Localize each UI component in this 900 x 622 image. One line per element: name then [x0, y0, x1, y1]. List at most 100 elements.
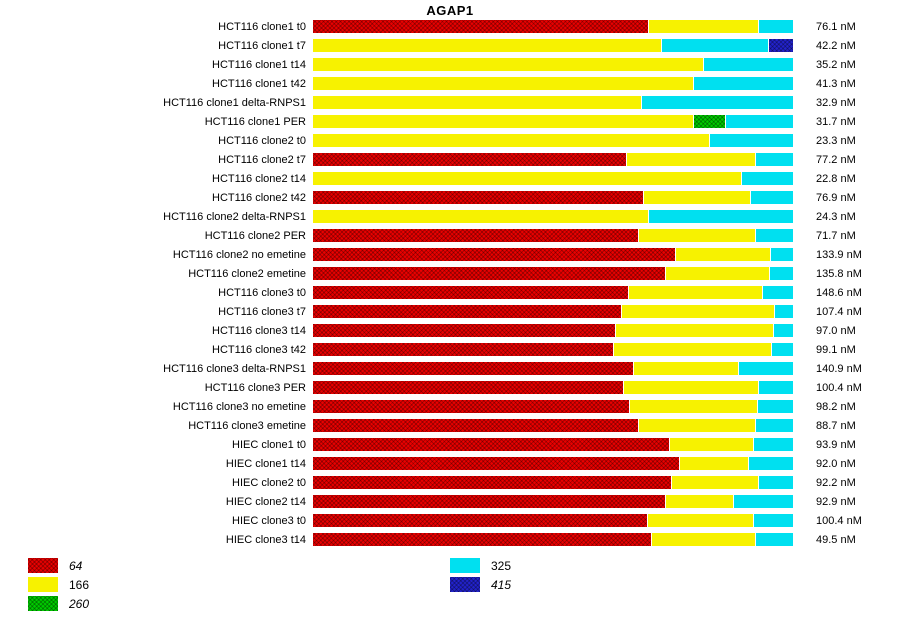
bar-segment-166 — [313, 96, 641, 109]
stacked-bar — [313, 77, 793, 90]
stacked-bar — [313, 229, 793, 242]
bar-segment-64 — [313, 343, 613, 356]
bar-segment-64 — [313, 248, 675, 261]
row-label: HIEC clone2 t14 — [225, 495, 306, 508]
stacked-bar — [313, 362, 793, 375]
bar-segment-325 — [709, 134, 793, 147]
bar-segment-325 — [703, 58, 793, 71]
bar-segment-325 — [741, 172, 793, 185]
bar-segment-64 — [313, 191, 644, 204]
bar-segment-325 — [773, 305, 793, 318]
row-value: 100.4 nM — [816, 514, 862, 527]
bar-segment-166 — [679, 457, 749, 470]
legend-swatch-260 — [28, 596, 58, 611]
chart-row: HCT116 clone1 t42 41.3 nM — [0, 74, 900, 93]
bar-segment-325 — [757, 20, 793, 33]
row-value: 49.5 nM — [816, 533, 856, 546]
chart-row: HCT116 clone1 delta-RNPS1 32.9 nM — [0, 93, 900, 112]
chart-row: HCT116 clone3 PER 100.4 nM — [0, 378, 900, 397]
bar-segment-325 — [640, 96, 793, 109]
bar-segment-325 — [771, 343, 793, 356]
bar-segment-325 — [732, 495, 793, 508]
stacked-bar — [313, 153, 793, 166]
stacked-bar — [313, 96, 793, 109]
row-value: 98.2 nM — [816, 400, 856, 413]
row-value: 92.2 nM — [816, 476, 856, 489]
legend-label: 166 — [69, 577, 90, 592]
chart-row: HCT116 clone3 emetine 88.7 nM — [0, 416, 900, 435]
chart-row: HCT116 clone3 t0 148.6 nM — [0, 283, 900, 302]
row-label: HCT116 clone2 delta-RNPS1 — [163, 210, 306, 223]
legend-swatch-415 — [450, 577, 480, 592]
bar-segment-64 — [313, 324, 615, 337]
chart-title: AGAP1 — [426, 3, 474, 18]
chart-row: HCT116 clone2 emetine 135.8 nM — [0, 264, 900, 283]
row-value: 32.9 nM — [816, 96, 856, 109]
bar-segment-260 — [693, 115, 726, 128]
bar-segment-64 — [313, 381, 624, 394]
bar-segment-325 — [748, 457, 793, 470]
bar-segment-64 — [313, 286, 628, 299]
chart-row: HCT116 clone2 PER 71.7 nM — [0, 226, 900, 245]
row-label: HCT116 clone3 no emetine — [172, 400, 306, 413]
legend-item: 415 — [450, 575, 511, 594]
bar-segment-64 — [313, 495, 665, 508]
bar-segment-325 — [755, 533, 793, 546]
bar-segment-325 — [768, 267, 793, 280]
row-value: 71.7 nM — [816, 229, 856, 242]
row-label: HCT116 clone2 t7 — [218, 153, 306, 166]
legend-swatch-325 — [450, 558, 480, 573]
bar-segment-325 — [661, 39, 769, 52]
bar-segment-166 — [664, 267, 769, 280]
bar-segment-64 — [313, 400, 629, 413]
row-value: 148.6 nM — [816, 286, 862, 299]
row-value: 35.2 nM — [816, 58, 856, 71]
chart-row: HCT116 clone2 t14 22.8 nM — [0, 169, 900, 188]
stacked-bar — [313, 533, 793, 546]
legend-swatch-64 — [28, 558, 58, 573]
row-label: HIEC clone1 t14 — [225, 457, 306, 470]
bar-segment-166 — [313, 115, 694, 128]
legend-label: 415 — [491, 577, 512, 592]
row-value: 135.8 nM — [816, 267, 862, 280]
row-value: 92.9 nM — [816, 495, 856, 508]
bar-segment-166 — [648, 20, 758, 33]
stacked-bar — [313, 20, 793, 33]
stacked-bar — [313, 438, 793, 451]
legend-item: 325 — [450, 556, 511, 575]
stacked-bar — [313, 39, 793, 52]
chart-row: HIEC clone2 t0 92.2 nM — [0, 473, 900, 492]
bar-segment-166 — [647, 514, 754, 527]
row-value: 76.9 nM — [816, 191, 856, 204]
bar-segment-325 — [725, 115, 793, 128]
stacked-bar — [313, 191, 793, 204]
stacked-bar — [313, 305, 793, 318]
row-label: HCT116 clone2 t42 — [212, 191, 306, 204]
legend: 64 166 260 325 415 — [0, 556, 900, 618]
chart-row: HCT116 clone3 delta-RNPS1 140.9 nM — [0, 359, 900, 378]
bar-segment-166 — [313, 39, 661, 52]
bar-segment-325 — [755, 419, 793, 432]
bar-segment-325 — [755, 153, 793, 166]
row-label: HCT116 clone1 delta-RNPS1 — [163, 96, 306, 109]
row-value: 31.7 nM — [816, 115, 856, 128]
bar-segment-64 — [313, 153, 626, 166]
bar-segment-325 — [737, 362, 793, 375]
row-label: HCT116 clone1 t14 — [212, 58, 306, 71]
row-value: 22.8 nM — [816, 172, 856, 185]
bar-segment-166 — [613, 343, 772, 356]
legend-column: 64 166 260 — [28, 556, 89, 613]
row-value: 88.7 nM — [816, 419, 856, 432]
stacked-bar — [313, 476, 793, 489]
bar-segment-166 — [643, 191, 751, 204]
bar-segment-166 — [623, 381, 758, 394]
stacked-bar — [313, 457, 793, 470]
bar-segment-166 — [650, 533, 756, 546]
chart-row: HIEC clone3 t14 49.5 nM — [0, 530, 900, 549]
stacked-bar — [313, 419, 793, 432]
chart-row: HCT116 clone2 t7 77.2 nM — [0, 150, 900, 169]
chart-row: HCT116 clone3 t42 99.1 nM — [0, 340, 900, 359]
bar-segment-325 — [648, 210, 793, 223]
bar-segment-64 — [313, 305, 622, 318]
bar-segment-166 — [671, 476, 758, 489]
